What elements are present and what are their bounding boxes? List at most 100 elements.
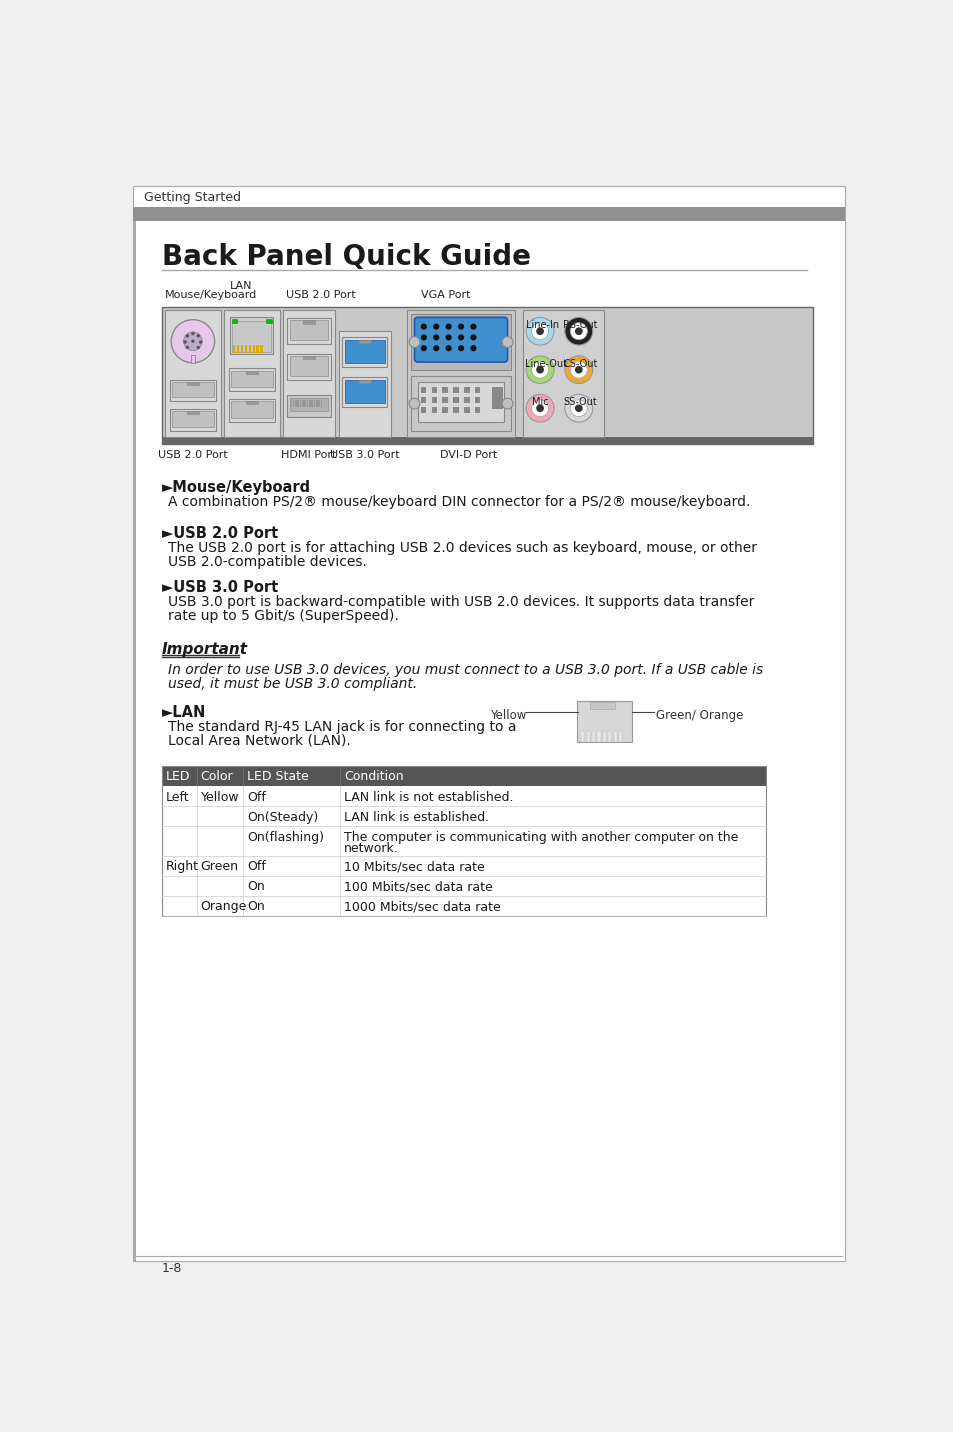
Bar [287,395,331,417]
Bar [342,378,387,407]
Circle shape [409,337,419,348]
Circle shape [525,357,554,384]
Bar [162,766,765,786]
Bar [420,407,426,412]
Text: SS-Out: SS-Out [562,398,597,408]
Bar [232,319,236,322]
Bar [162,786,765,806]
Bar [344,339,385,362]
Bar [162,875,765,895]
Circle shape [183,341,187,344]
Circle shape [570,361,587,378]
Bar [230,318,274,354]
Bar [241,345,243,352]
Text: A combination PS/2® mouse/keyboard DIN connector for a PS/2® mouse/keyboard.: A combination PS/2® mouse/keyboard DIN c… [168,495,750,510]
Circle shape [186,334,189,338]
Text: rate up to 5 Gbit/s (SuperSpeed).: rate up to 5 Gbit/s (SuperSpeed). [168,609,398,623]
Bar [344,379,385,402]
Text: The USB 2.0 port is for attaching USB 2.0 devices such as keyboard, mouse, or ot: The USB 2.0 port is for attaching USB 2.… [168,541,757,556]
Text: Off: Off [247,861,266,874]
Bar [233,345,235,352]
Bar [290,321,328,341]
Bar [172,411,213,427]
Circle shape [196,345,200,349]
Bar [303,357,315,359]
Bar [162,306,812,444]
FancyBboxPatch shape [577,700,631,742]
Text: 1000 Mbits/sec data rate: 1000 Mbits/sec data rate [344,901,500,914]
Text: ►USB 2.0 Port: ►USB 2.0 Port [162,526,278,541]
Text: USB 2.0 Port: USB 2.0 Port [286,291,355,301]
Bar [338,331,391,438]
Bar [475,407,480,412]
Text: LAN link is established.: LAN link is established. [344,811,489,823]
Circle shape [420,345,427,351]
Bar [608,730,611,742]
Text: The computer is communicating with another computer on the: The computer is communicating with anoth… [344,831,738,843]
Circle shape [196,334,200,338]
Circle shape [433,334,439,341]
Text: Getting Started: Getting Started [144,192,241,205]
Circle shape [531,361,548,378]
Circle shape [457,324,464,329]
Text: On: On [247,881,265,894]
Bar [287,354,331,379]
Bar [453,407,458,412]
Bar [309,400,311,408]
Bar [297,400,298,408]
Text: Local Area Network (LAN).: Local Area Network (LAN). [168,735,351,748]
Bar [172,382,213,398]
Text: DVI-D Port: DVI-D Port [439,450,497,460]
Text: 100 Mbits/sec data rate: 100 Mbits/sec data rate [344,881,493,894]
Text: ►LAN: ►LAN [162,705,206,720]
Bar [170,379,216,401]
Circle shape [470,345,476,351]
Bar [236,345,239,352]
Bar [417,382,504,422]
Bar [162,438,812,444]
Bar [618,730,621,742]
Bar [245,401,257,404]
Bar [293,400,294,408]
Bar [420,397,426,402]
Text: Important: Important [162,642,248,656]
Bar [170,410,216,431]
Text: 1-8: 1-8 [162,1262,182,1274]
Bar [256,345,258,352]
Bar [304,400,306,408]
Bar [464,407,469,412]
Circle shape [575,328,582,335]
Circle shape [433,345,439,351]
Bar [229,400,274,422]
Text: Mic: Mic [532,398,548,408]
Circle shape [525,318,554,345]
Bar [602,730,605,742]
Bar [580,730,583,742]
Text: Mouse/Keyboard: Mouse/Keyboard [165,291,257,301]
Bar [133,221,135,1260]
Text: Green/ Orange: Green/ Orange [655,709,742,722]
Circle shape [501,337,513,348]
Bar [320,400,322,408]
Bar [431,397,436,402]
Bar [318,400,319,408]
Bar [291,400,292,408]
Bar [249,345,251,352]
Bar [342,338,387,367]
Text: LED: LED [166,770,190,783]
Text: Color: Color [200,770,233,783]
Text: ►USB 3.0 Port: ►USB 3.0 Port [162,580,278,594]
Text: On(flashing): On(flashing) [247,831,324,843]
Text: CS-Out: CS-Out [562,359,598,369]
Bar [187,411,199,414]
Text: Orange: Orange [200,901,247,914]
Bar [420,387,426,392]
Circle shape [171,319,214,362]
Bar [442,387,447,392]
Text: Condition: Condition [344,770,403,783]
Circle shape [501,398,513,410]
Text: 10 Mbits/sec data rate: 10 Mbits/sec data rate [344,861,484,874]
Bar [299,400,301,408]
Circle shape [186,345,189,349]
Text: In order to use USB 3.0 devices, you must connect to a USB 3.0 port. If a USB ca: In order to use USB 3.0 devices, you mus… [168,663,762,677]
